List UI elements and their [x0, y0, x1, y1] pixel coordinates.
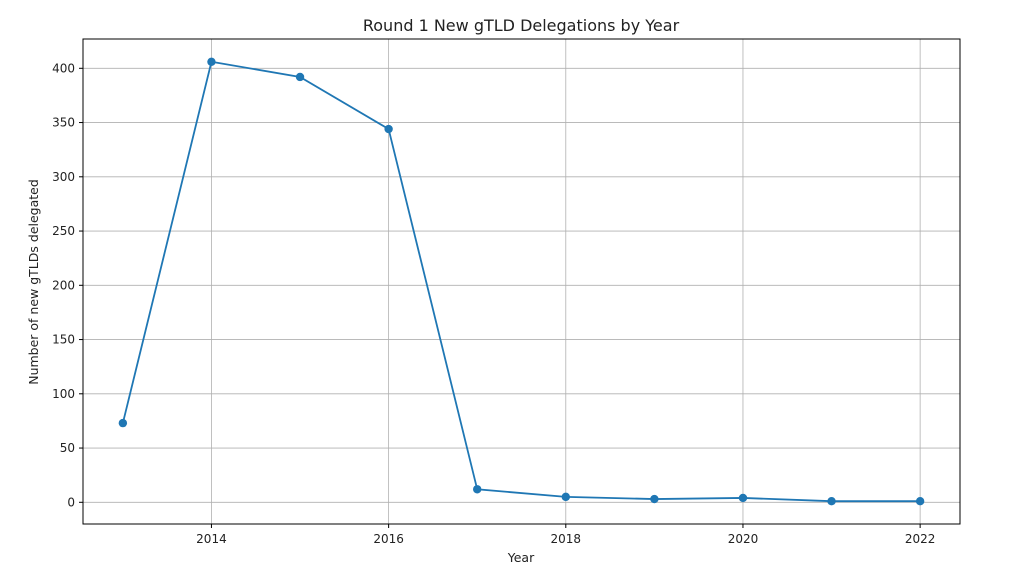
x-tick-label: 2018 — [551, 532, 582, 546]
data-point — [827, 497, 836, 506]
data-point — [738, 493, 748, 503]
y-tick-label: 350 — [52, 116, 75, 130]
y-tick-label: 300 — [52, 170, 75, 184]
y-tick-label: 100 — [52, 387, 75, 401]
grid — [83, 39, 960, 524]
x-tick-label: 2014 — [196, 532, 227, 546]
plot-frame — [82, 38, 961, 525]
y-tick-label: 50 — [60, 441, 75, 455]
data-point — [473, 485, 482, 494]
y-tick-label: 200 — [52, 278, 75, 292]
data-point — [650, 494, 659, 504]
y-tick-label: 250 — [52, 224, 75, 238]
y-tick-label: 0 — [67, 495, 75, 509]
data-point — [384, 124, 393, 134]
data-point — [118, 418, 128, 428]
series — [118, 57, 925, 506]
y-axis-label: Number of new gTLDs delegated — [26, 179, 41, 385]
y-tick-label: 400 — [52, 61, 75, 75]
tick-labels: 2014 2016 2018 2020 2022 0 50 100 150 200 250 300 35… — [52, 61, 935, 546]
axis-ticks — [79, 67, 921, 528]
chart-title: Round 1 New gTLD Delegations by Year — [363, 16, 680, 35]
x-tick-label: 2020 — [728, 532, 759, 546]
series-line — [121, 60, 921, 503]
data-point — [915, 497, 925, 506]
data-point — [295, 72, 305, 82]
data-point — [561, 492, 570, 502]
x-axis-label: Year — [507, 550, 535, 565]
x-tick-label: 2016 — [373, 532, 404, 546]
x-tick-label: 2022 — [905, 532, 936, 546]
y-tick-label: 150 — [52, 333, 75, 347]
data-point — [207, 57, 216, 66]
